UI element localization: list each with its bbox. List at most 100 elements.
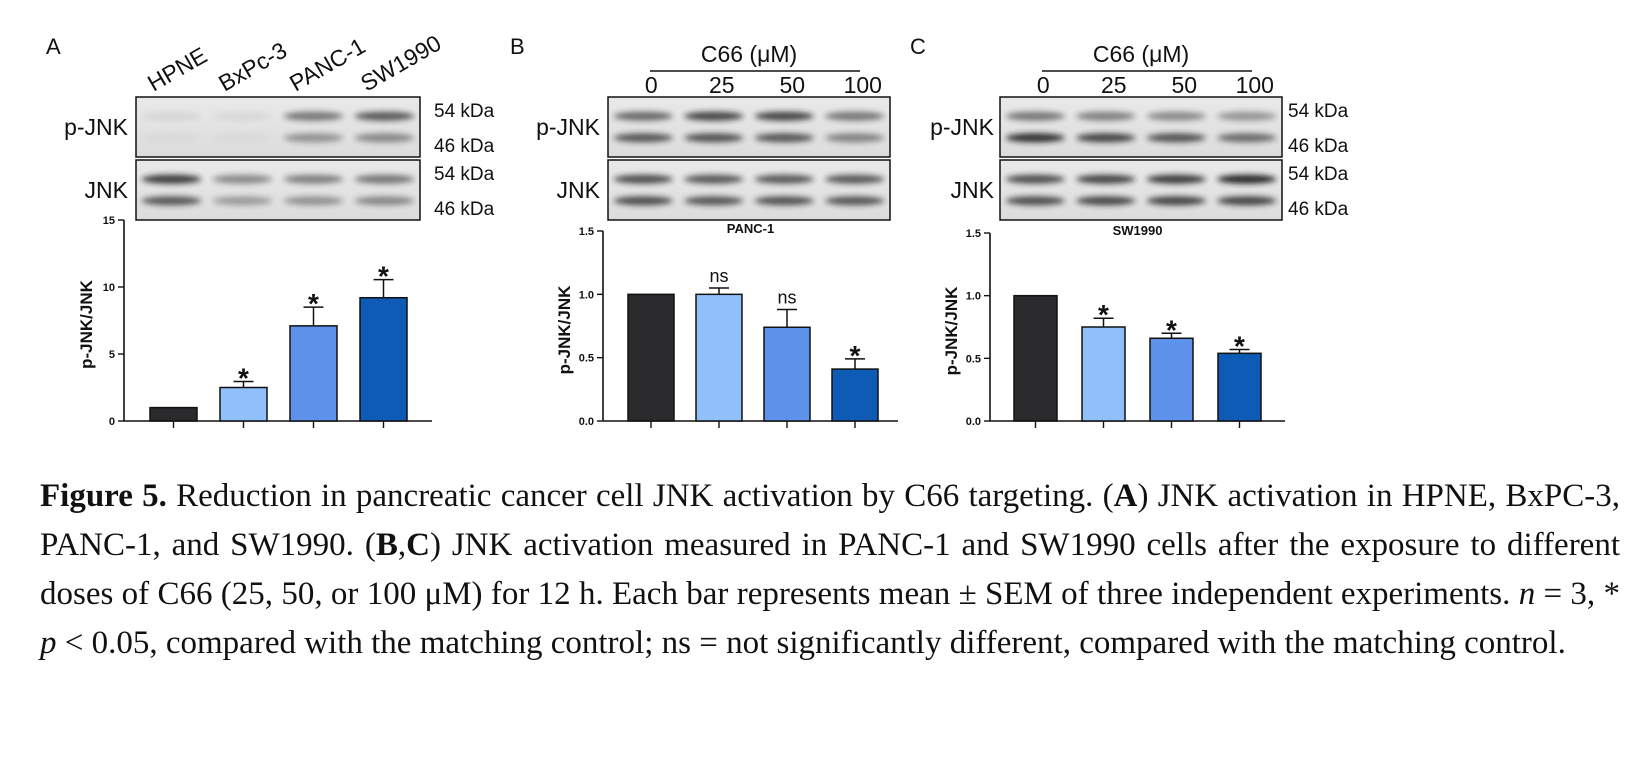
blot-band	[1217, 196, 1277, 206]
blot-band	[613, 111, 673, 121]
western-blot-jnk	[999, 159, 1283, 221]
significance-marker: *	[1098, 299, 1109, 330]
blot-band	[754, 133, 814, 143]
blot-band	[142, 133, 202, 142]
y-tick-label: 1.0	[966, 291, 981, 303]
significance-marker: ns	[709, 266, 728, 286]
blot-band	[1005, 196, 1065, 206]
blot-band	[1005, 133, 1065, 143]
blot-band	[212, 174, 273, 184]
bar-chart: 0.0 0.5 1.0 1.5 p-JNK/JNK SW1990 * * *	[942, 223, 1285, 428]
western-blot-p-jnk	[999, 96, 1283, 158]
significance-marker: *	[850, 340, 861, 371]
dose-label: 25	[1101, 72, 1127, 98]
caption-ref-a: A	[1113, 478, 1138, 514]
y-tick-label: 1.5	[579, 226, 594, 238]
dose-label: 50	[779, 72, 805, 98]
blot-band	[283, 133, 344, 143]
dose-label: 50	[1171, 72, 1197, 98]
kda-label: 46 kDa	[434, 199, 495, 220]
blot-band	[354, 174, 415, 184]
blot-band	[1005, 111, 1065, 121]
blot-band	[141, 174, 202, 184]
y-tick-label: 0.5	[579, 353, 594, 365]
bar	[1081, 326, 1126, 422]
blot-frame	[999, 96, 1283, 158]
western-blot-jnk	[135, 159, 421, 221]
panel-letter: C	[910, 34, 926, 59]
blot-row-label: p-JNK	[64, 114, 129, 140]
blot-row-label: JNK	[557, 177, 601, 203]
lane-label: SW1990	[356, 30, 445, 97]
y-tick-label: 0	[109, 416, 115, 428]
blot-band	[684, 174, 744, 184]
y-tick-label: 15	[103, 215, 115, 227]
dose-label: 0	[1037, 72, 1050, 98]
caption-text-5: < 0.05, compared with the matching contr…	[56, 625, 1566, 661]
y-tick-label: 0.0	[579, 416, 594, 428]
kda-label: 54 kDa	[1288, 164, 1349, 185]
blot-row-label: JNK	[951, 177, 995, 203]
dose-label: 0	[645, 72, 658, 98]
panel-c: C C66 (μM) 0 25 50 100 p-JNK 54 kDa 46 kDa JNK 54 …	[910, 34, 1349, 428]
y-axis-label: p-JNK/JNK	[77, 279, 96, 369]
lane-label: HPNE	[143, 42, 211, 96]
blot-frame	[135, 96, 421, 158]
blot-band	[613, 133, 673, 143]
blot-band	[1005, 174, 1065, 184]
dose-label: 25	[709, 72, 735, 98]
bar	[695, 293, 743, 422]
caption-n-variable: n	[1518, 576, 1536, 612]
blot-band	[754, 174, 814, 184]
blot-band	[684, 133, 744, 143]
bar	[1013, 294, 1058, 422]
blot-band	[825, 133, 885, 143]
caption-text-2: ) JNK activation in HPNE, BxPC-3, PANC-1…	[40, 478, 1620, 563]
blot-band	[825, 196, 885, 206]
panel-letter: B	[510, 34, 525, 59]
caption-sep: ,	[397, 527, 407, 563]
blot-band	[684, 196, 744, 206]
blot-band	[1146, 196, 1206, 206]
kda-label: 54 kDa	[434, 164, 495, 185]
caption-ref-b: B	[375, 527, 398, 563]
blot-frame	[607, 96, 891, 158]
blot-row-label: p-JNK	[930, 114, 995, 140]
dose-label: 100	[1236, 72, 1274, 98]
bar	[359, 296, 408, 422]
blot-band	[354, 196, 415, 206]
western-blot-p-jnk	[135, 96, 421, 158]
blot-band	[825, 111, 885, 121]
blot-band	[613, 196, 673, 206]
chart-title: PANC-1	[727, 221, 774, 236]
caption-p-variable: p	[40, 625, 57, 661]
significance-marker: *	[1166, 314, 1177, 345]
blot-row-label: JNK	[85, 177, 129, 203]
blot-band	[212, 196, 273, 206]
blot-band	[1076, 133, 1136, 143]
kda-label: 46 kDa	[1288, 136, 1349, 157]
caption-text-1: Reduction in pancreatic cancer cell JNK …	[166, 478, 1114, 514]
chart-title: SW1990	[1113, 223, 1163, 238]
bar	[1149, 337, 1194, 422]
kda-label: 46 kDa	[434, 136, 495, 157]
bar	[763, 326, 811, 422]
blot-band	[613, 174, 673, 184]
significance-marker: *	[238, 362, 249, 393]
panel-b: B C66 (μM) 0 25 50 100 p-JNK JNK 0.0 0.5 1.0 1.5 p-J…	[510, 34, 898, 428]
blot-band	[1076, 196, 1136, 206]
blot-band	[825, 174, 885, 184]
blot-band	[141, 111, 202, 121]
blot-band	[354, 111, 415, 121]
blot-band	[283, 196, 344, 206]
bar	[149, 406, 198, 422]
blot-row-label: p-JNK	[536, 114, 601, 140]
blot-band	[1146, 111, 1206, 121]
blot-band	[283, 111, 344, 121]
caption-ref-c: C	[406, 527, 430, 563]
blot-band	[1076, 111, 1136, 121]
bar-chart: 0.0 0.5 1.0 1.5 p-JNK/JNK PANC-1 ns ns *	[555, 221, 898, 428]
blot-band	[212, 111, 273, 121]
